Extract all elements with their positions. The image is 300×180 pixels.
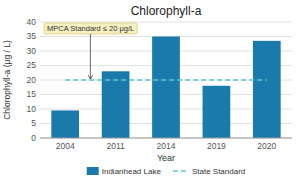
x-tick-label: 2011: [106, 141, 125, 151]
y-tick-label: 15: [27, 89, 37, 99]
y-axis-label: Chlorophyll-a (μg / L): [2, 40, 12, 120]
y-tick-label: 0: [31, 133, 36, 143]
y-tick-label: 40: [27, 17, 37, 27]
y-tick-label: 10: [27, 104, 37, 114]
legend-swatch: [173, 170, 189, 172]
y-tick-label: 25: [27, 60, 37, 70]
reference-line: [65, 79, 267, 81]
plot-area: [51, 37, 280, 139]
annotation: MPCA Standard ≤ 20 μg/L: [44, 23, 137, 79]
x-tick-label: 2004: [56, 141, 75, 151]
bar: [203, 86, 231, 138]
y-tick-label: 30: [27, 46, 37, 56]
x-tick-label: 2014: [157, 141, 176, 151]
annotation-text: MPCA Standard ≤ 20 μg/L: [47, 24, 134, 33]
x-tick-label: 2019: [207, 141, 226, 151]
annotation-arrow: [90, 34, 91, 79]
bar: [253, 41, 281, 138]
annotation-box: [44, 23, 137, 34]
chart: Chlorophyll-a 0 5 10 15 20 25 30 35 40 2004 2011 201…: [0, 0, 300, 180]
grid-line: [40, 80, 292, 81]
y-tick-label: 20: [27, 75, 37, 85]
bar: [152, 37, 180, 139]
grid-line: [40, 22, 292, 23]
y-tick-label: 35: [27, 31, 37, 41]
bar: [51, 110, 79, 138]
legend-label: Indianhead Lake: [102, 167, 162, 176]
x-axis-label: Year: [157, 153, 175, 163]
legend-label: State Standard: [192, 167, 245, 176]
x-tick-label: 2020: [257, 141, 276, 151]
bar: [102, 71, 130, 138]
legend-swatch: [87, 167, 99, 175]
grid-line: [40, 138, 292, 139]
title: Chlorophyll-a: [131, 4, 202, 18]
legend: Indianhead Lake State Standard: [87, 167, 246, 176]
y-tick-label: 5: [31, 118, 36, 128]
x-axis-line: [40, 138, 292, 139]
